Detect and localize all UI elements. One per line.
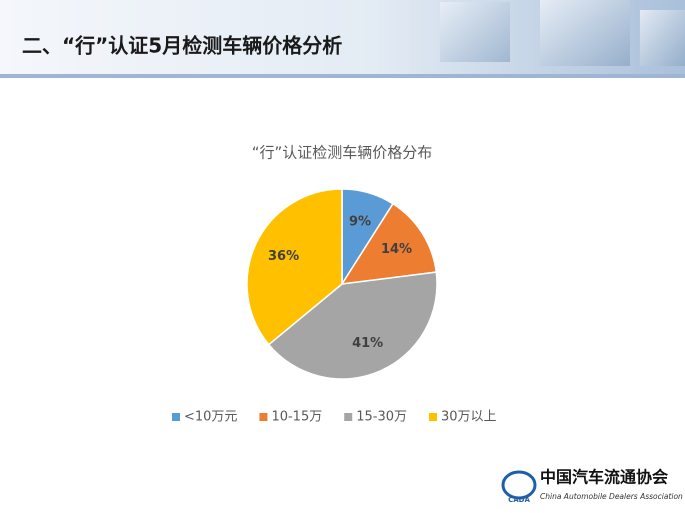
pie-slice: [246, 188, 343, 346]
pie-slice: [340, 202, 438, 285]
header-decor: [440, 2, 510, 62]
logo-mark: [501, 470, 537, 500]
pie-slice: [267, 271, 438, 380]
logo-name: 中国汽车流通协会: [540, 468, 668, 487]
legend-swatch: [259, 413, 268, 421]
data-label: 14%: [381, 242, 412, 257]
legend-label: 30万以上: [441, 410, 497, 425]
data-label: 36%: [268, 249, 299, 264]
header-decor: [640, 10, 685, 66]
logo: CADA 中国汽车流通协会 China Automobile Dealers A…: [501, 468, 683, 504]
legend: <10万元 10-15万 15-30万 30万以上: [172, 410, 497, 425]
legend-label: <10万元: [184, 410, 237, 425]
legend-swatch: [344, 413, 353, 421]
header-decor: [540, 0, 630, 66]
logo-abbr: CADA: [508, 496, 530, 504]
header-rule: [0, 74, 685, 78]
legend-swatch: [172, 413, 180, 421]
slide-title: 二、“行”认证5月检测车辆价格分析: [22, 34, 342, 58]
logo-english: China Automobile Dealers Association: [540, 492, 683, 501]
legend-swatch: [429, 413, 437, 421]
legend-label: 10-15万: [271, 410, 322, 425]
data-label: 41%: [352, 336, 383, 351]
chart-title: “行”认证检测车辆价格分布: [252, 144, 433, 162]
legend-label: 15-30万: [356, 410, 407, 425]
data-label: 9%: [349, 214, 371, 229]
